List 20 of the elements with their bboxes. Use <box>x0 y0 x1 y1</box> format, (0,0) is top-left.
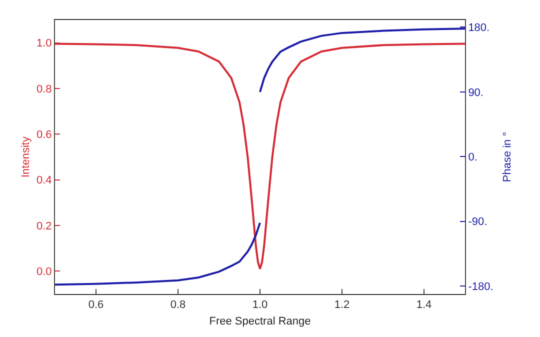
y2-tick-label: -90. <box>468 216 488 228</box>
y-tick-label: 1.0 <box>36 38 52 50</box>
y2-tick-label: -180. <box>468 280 494 293</box>
y-tick-label: 0.4 <box>36 174 52 187</box>
y2-tick-label: 180. <box>468 22 490 34</box>
x-axis-title: Free Spectral Range <box>209 315 311 328</box>
x-tick-label: 1.0 <box>252 299 268 312</box>
line-series <box>55 222 261 286</box>
y2-tick-label: 90. <box>468 86 484 99</box>
x-tick-label: 0.8 <box>170 299 186 312</box>
y-tick-label: 0.8 <box>36 83 52 96</box>
x-tick-label: 0.6 <box>88 299 104 312</box>
y-tick-label: 0.6 <box>36 129 52 142</box>
y2-tick-label: 0. <box>468 151 478 164</box>
y-axis-title: Intensity <box>20 136 32 178</box>
y-tick-label: 0.2 <box>36 220 52 232</box>
y2-axis-title: Phase in ° <box>501 132 514 182</box>
y-tick-label: 0.0 <box>36 266 52 278</box>
x-tick-label: 1.4 <box>416 299 432 312</box>
x-tick-label: 1.2 <box>334 299 350 312</box>
